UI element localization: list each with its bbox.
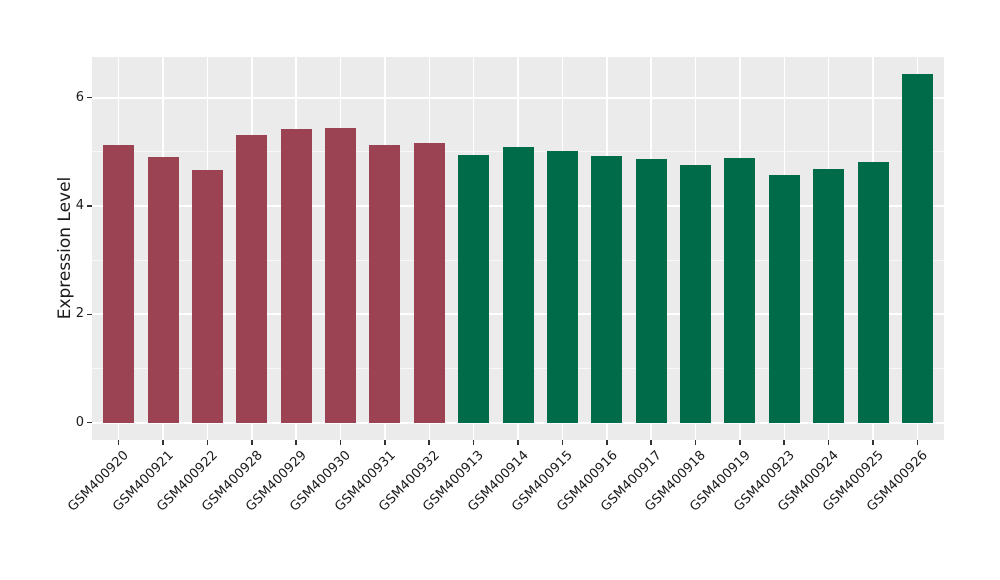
y-axis-tick bbox=[87, 421, 92, 424]
x-axis-tick bbox=[561, 440, 564, 445]
bar bbox=[857, 161, 889, 423]
y-axis-tick-label: 4 bbox=[75, 197, 84, 213]
bar bbox=[458, 154, 490, 423]
x-axis-tick bbox=[872, 440, 874, 445]
bar bbox=[813, 168, 845, 423]
x-axis-tick bbox=[472, 440, 475, 445]
x-axis-tick bbox=[250, 440, 253, 445]
x-axis-tick bbox=[827, 440, 830, 445]
y-axis-tick bbox=[87, 205, 92, 207]
x-axis-tick bbox=[739, 440, 741, 445]
x-axis-tick bbox=[694, 440, 697, 445]
bar bbox=[724, 158, 756, 423]
x-axis-tick bbox=[650, 440, 652, 445]
bar bbox=[369, 144, 401, 423]
y-axis-tick-label: 2 bbox=[75, 306, 84, 322]
y-axis-tick-label: 6 bbox=[75, 89, 84, 105]
bar bbox=[502, 147, 534, 423]
y-axis-tick bbox=[87, 313, 92, 316]
bar bbox=[591, 156, 623, 423]
x-axis-tick bbox=[605, 440, 608, 445]
x-axis-tick bbox=[916, 440, 919, 445]
x-axis-tick bbox=[428, 440, 431, 445]
x-axis-tick bbox=[295, 440, 297, 445]
y-axis-tick bbox=[87, 96, 92, 99]
bar bbox=[680, 165, 711, 423]
plot-panel bbox=[92, 57, 944, 440]
y-axis-title: Expression Level bbox=[55, 176, 75, 320]
bar bbox=[191, 170, 223, 423]
bar bbox=[901, 73, 933, 423]
x-axis-tick bbox=[339, 440, 342, 445]
bar bbox=[236, 135, 268, 423]
bar bbox=[413, 143, 445, 423]
y-axis-tick-label: 0 bbox=[75, 414, 84, 430]
x-axis-tick bbox=[517, 440, 519, 445]
x-axis-tick bbox=[162, 440, 164, 445]
bar bbox=[546, 150, 578, 423]
bar bbox=[768, 175, 800, 423]
bar bbox=[103, 145, 135, 423]
x-axis-tick bbox=[206, 440, 209, 445]
bar bbox=[325, 127, 356, 423]
h-gridline-major bbox=[92, 96, 944, 99]
x-axis-tick bbox=[117, 440, 120, 445]
h-gridline-major bbox=[92, 421, 944, 424]
bar bbox=[635, 158, 667, 423]
bar bbox=[147, 156, 179, 423]
x-axis-tick bbox=[783, 440, 786, 445]
x-axis-tick bbox=[384, 440, 386, 445]
bar bbox=[280, 128, 312, 423]
